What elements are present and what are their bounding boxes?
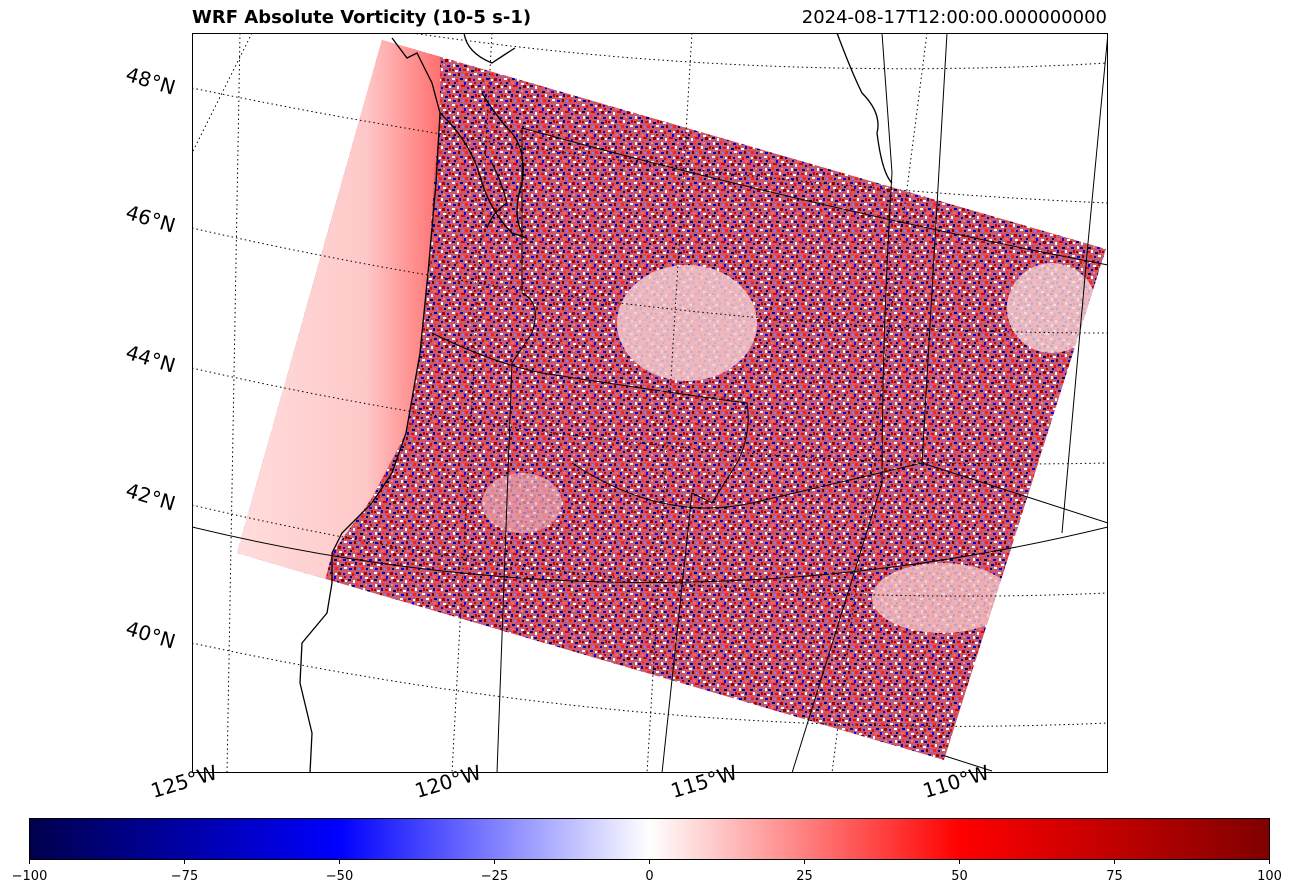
colorbar-tick-label: 75 (1106, 869, 1123, 884)
colorbar-tick-label: 0 (645, 869, 653, 884)
map-title: WRF Absolute Vorticity (10-5 s-1) (192, 7, 532, 28)
lat-label: 46°N (122, 200, 179, 238)
colorbar-tick-label: −100 (12, 869, 48, 884)
colorbar-gradient (29, 818, 1270, 860)
colorbar-tick-label: 50 (951, 869, 968, 884)
lat-label: 48°N (122, 62, 179, 100)
colorbar-tick-label: −75 (171, 869, 198, 884)
colorbar-tick-label: −50 (326, 869, 353, 884)
map-timestamp: 2024-08-17T12:00:00.000000000 (801, 7, 1107, 28)
lon-label: 125°W (148, 760, 221, 803)
lat-label: 40°N (122, 616, 179, 654)
state-borders (192, 33, 1108, 773)
map-panel[interactable] (192, 33, 1108, 773)
colorbar: −100 −75 −50 −25 0 25 50 75 100 (12, 818, 1282, 884)
vorticity-field (237, 40, 1106, 760)
colorbar-tick-label: 100 (1257, 869, 1282, 884)
colorbar-tick-label: 25 (796, 869, 813, 884)
lat-label: 42°N (122, 478, 179, 516)
lat-label: 44°N (122, 340, 179, 378)
colorbar-tick-label: −25 (481, 869, 508, 884)
graticule (192, 33, 1108, 773)
map-frame (192, 33, 1108, 773)
coastlines (299, 33, 893, 773)
